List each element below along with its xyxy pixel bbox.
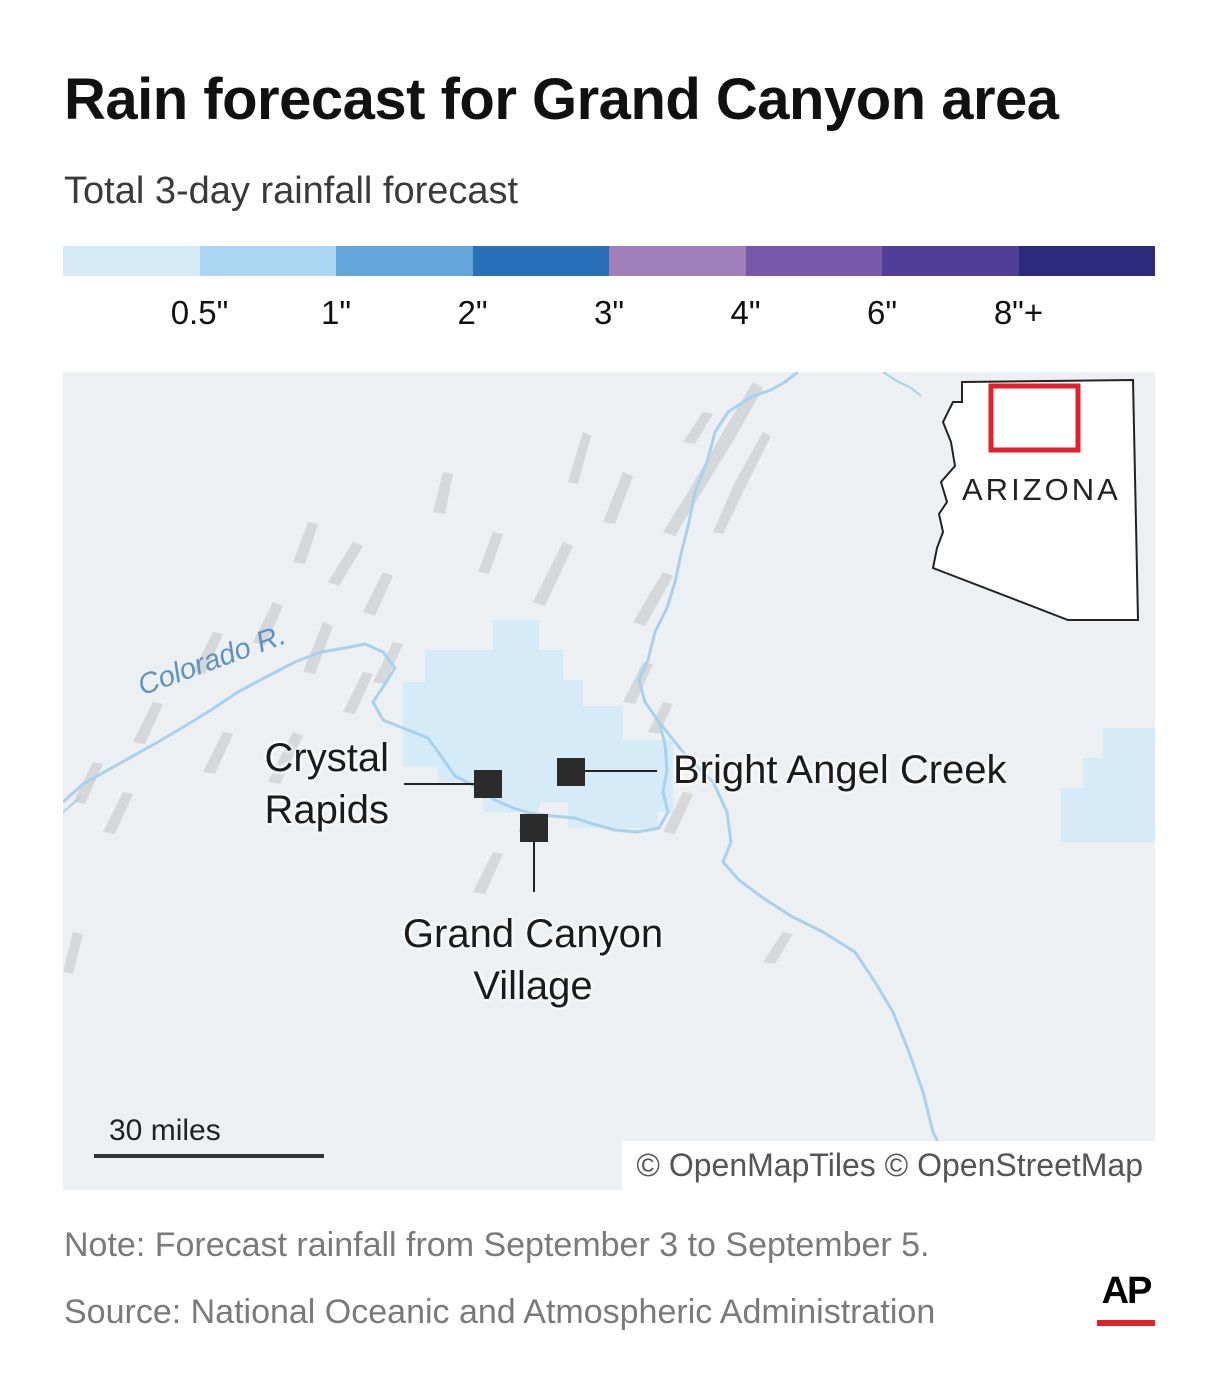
- legend-swatch: [882, 246, 1019, 276]
- rainfall-color-legend: [63, 246, 1155, 276]
- map-panel: Colorado R. Crystal Rapids Bright Angel …: [63, 372, 1155, 1190]
- river-tributaries: [63, 372, 922, 813]
- legend-tick-label: 8"+: [993, 294, 1044, 331]
- map-svg: [63, 372, 1155, 1190]
- bright-angel-creek-marker: [557, 758, 585, 786]
- grand-canyon-village-label: Grand Canyon Village: [402, 912, 664, 1008]
- legend-tick-labels: 0.5" 1" 2" 3" 4" 6" 8"+: [63, 294, 1155, 334]
- legend-swatch: [609, 246, 746, 276]
- source-line: Source: National Oceanic and Atmospheric…: [64, 1293, 936, 1331]
- legend-tick-label: 3": [593, 294, 625, 331]
- legend-tick-label: 6": [866, 294, 898, 331]
- crystal-rapids-label: Crystal Rapids: [264, 736, 389, 832]
- chart-subtitle: Total 3-day rainfall forecast: [64, 170, 519, 212]
- legend-swatch: [336, 246, 473, 276]
- legend-swatch: [745, 246, 882, 276]
- legend-swatch: [1018, 246, 1155, 276]
- legend-swatch: [199, 246, 336, 276]
- legend-swatch: [472, 246, 609, 276]
- rainfall-area-0-5-inch: [403, 620, 1155, 842]
- bright-angel-creek-label: Bright Angel Creek: [673, 748, 1007, 792]
- chart-title: Rain forecast for Grand Canyon area: [64, 67, 1059, 132]
- legend-tick-label: 0.5": [170, 294, 229, 331]
- legend-tick-label: 4": [730, 294, 761, 331]
- ap-logo: AP: [1097, 1270, 1155, 1326]
- footnote: Note: Forecast rainfall from September 3…: [64, 1226, 930, 1264]
- map-credit: © OpenMapTiles © OpenStreetMap: [622, 1141, 1155, 1190]
- grand-canyon-village-marker: [520, 814, 548, 842]
- ap-logo-underline: [1097, 1320, 1155, 1326]
- arizona-inset: [931, 378, 1140, 621]
- legend-tick-label: 2": [457, 294, 488, 331]
- crystal-rapids-marker: [474, 770, 502, 798]
- legend-tick-label: 1": [320, 294, 352, 331]
- colorado-river: [63, 372, 970, 1190]
- scale-bar: [94, 1154, 324, 1158]
- scale-label: 30 miles: [109, 1114, 221, 1147]
- ap-logo-text: AP: [1101, 1270, 1153, 1312]
- legend-swatch: [63, 246, 200, 276]
- arizona-label: ARIZONA: [962, 472, 1121, 507]
